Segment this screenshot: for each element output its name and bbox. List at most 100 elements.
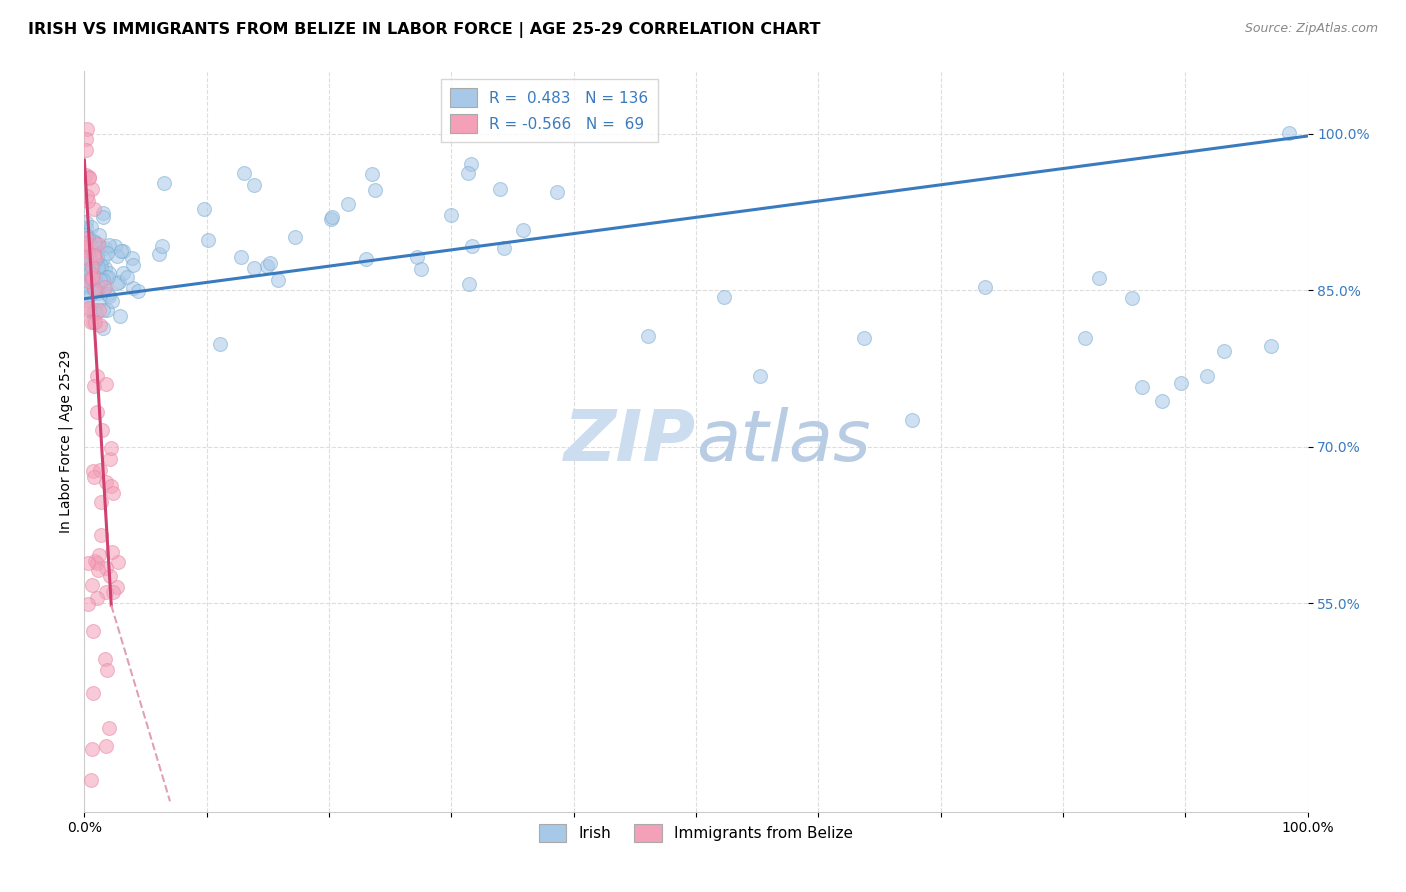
Point: [79, 244, 101, 259]
Point: [83, 283, 105, 297]
Point: [103, 238, 125, 252]
Point: [90, 274, 112, 288]
Point: [75, 132, 97, 146]
Point: [1121, 291, 1143, 305]
Point: [86, 369, 108, 384]
Point: [100, 441, 122, 455]
Point: [150, 239, 173, 253]
Point: [243, 178, 266, 193]
Point: [77, 171, 100, 186]
Point: [89, 257, 111, 271]
Point: [1088, 271, 1111, 285]
Text: atlas: atlas: [696, 407, 870, 476]
Point: [127, 284, 149, 298]
Point: [86, 556, 108, 570]
Point: [80, 773, 103, 788]
Point: [75, 215, 97, 229]
Point: [83, 303, 105, 318]
Point: [75, 236, 97, 251]
Point: [1195, 368, 1218, 383]
Point: [637, 328, 659, 343]
Point: [96, 663, 118, 677]
Point: [110, 244, 132, 258]
Point: [83, 282, 105, 296]
Point: [93, 251, 115, 265]
Point: [89, 265, 111, 279]
Point: [94, 739, 117, 754]
Point: [75, 230, 97, 244]
Point: [80, 219, 103, 234]
Point: [77, 252, 100, 266]
Point: [75, 263, 97, 277]
Point: [79, 288, 101, 302]
Point: [75, 221, 97, 235]
Point: [86, 251, 108, 265]
Point: [243, 260, 266, 275]
Point: [79, 266, 101, 280]
Point: [148, 247, 170, 261]
Point: [75, 251, 97, 265]
Text: ZIP: ZIP: [564, 407, 696, 476]
Point: [82, 624, 104, 639]
Point: [76, 278, 98, 293]
Point: [91, 303, 114, 318]
Point: [100, 479, 122, 493]
Point: [319, 211, 342, 226]
Text: Source: ZipAtlas.com: Source: ZipAtlas.com: [1244, 22, 1378, 36]
Point: [86, 591, 108, 605]
Point: [91, 273, 114, 287]
Point: [94, 475, 117, 490]
Point: [83, 269, 105, 284]
Point: [83, 279, 105, 293]
Point: [90, 494, 112, 508]
Point: [76, 248, 98, 262]
Point: [76, 293, 98, 307]
Point: [546, 185, 568, 199]
Point: [440, 208, 463, 222]
Point: [82, 686, 104, 700]
Point: [83, 379, 105, 393]
Point: [360, 167, 382, 181]
Point: [111, 266, 134, 280]
Point: [76, 236, 98, 251]
Point: [87, 548, 110, 562]
Point: [83, 234, 105, 248]
Point: [80, 271, 103, 285]
Point: [121, 251, 143, 265]
Point: [83, 470, 105, 484]
Point: [87, 303, 110, 318]
Point: [75, 240, 97, 254]
Point: [97, 286, 120, 301]
Point: [107, 275, 129, 289]
Point: [406, 251, 429, 265]
Point: [87, 563, 110, 577]
Point: [1260, 338, 1282, 352]
Point: [91, 423, 114, 437]
Point: [86, 278, 108, 293]
Point: [82, 260, 104, 274]
Point: [82, 268, 104, 283]
Point: [356, 252, 378, 266]
Point: [96, 246, 118, 260]
Point: [193, 202, 215, 216]
Point: [84, 253, 107, 268]
Point: [101, 585, 124, 599]
Point: [1074, 331, 1097, 345]
Point: [713, 290, 735, 304]
Point: [90, 527, 112, 541]
Point: [76, 277, 98, 292]
Point: [84, 236, 107, 251]
Point: [98, 238, 121, 252]
Point: [494, 241, 516, 255]
Point: [83, 202, 105, 217]
Point: [76, 121, 98, 136]
Point: [87, 228, 110, 243]
Point: [107, 277, 129, 291]
Point: [97, 270, 120, 285]
Point: [80, 315, 103, 329]
Point: [76, 301, 98, 315]
Point: [80, 268, 103, 283]
Point: [409, 262, 432, 277]
Point: [89, 273, 111, 287]
Point: [76, 188, 98, 202]
